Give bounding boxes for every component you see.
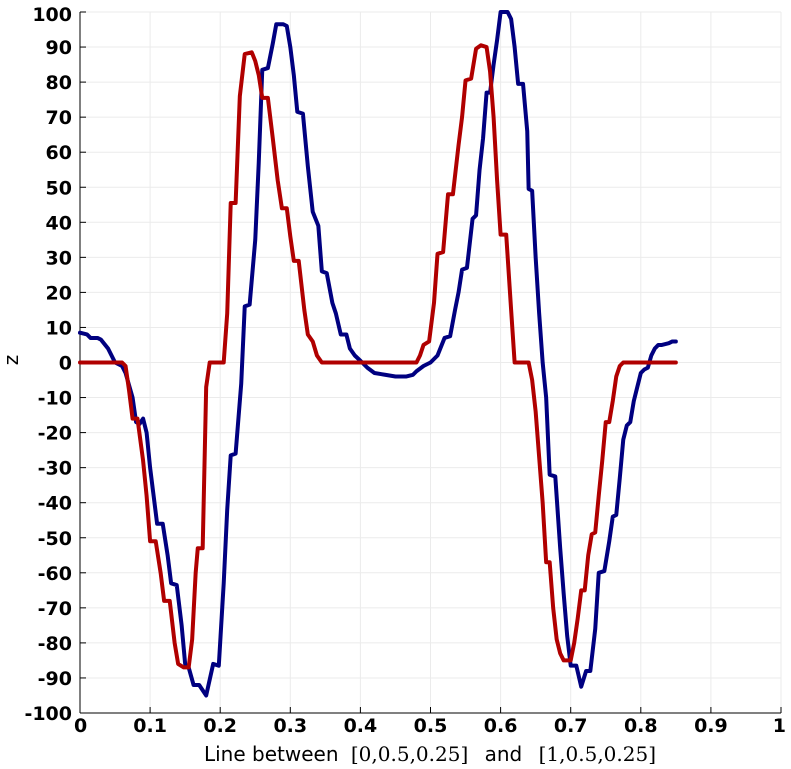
- y-tick-label: 60: [46, 142, 72, 164]
- tick-labels: 0 0.1 0.2 0.3 0.4 0.5 0.6 0.7 0.8 0.9 1-100-90-80-…: [24, 4, 786, 737]
- x-tick-label: 0.8: [624, 715, 658, 737]
- y-tick-label: -50: [38, 528, 72, 550]
- y-tick-label: -70: [38, 598, 72, 620]
- x-tick-label: 0.2: [203, 715, 237, 737]
- y-tick-label: 50: [46, 177, 72, 199]
- y-tick-label: 80: [46, 72, 72, 94]
- y-tick-label: 0: [59, 353, 72, 375]
- y-tick-label: -80: [38, 633, 72, 655]
- x-tick-label: 0.7: [554, 715, 588, 737]
- x-axis-label-part-1: Line between: [204, 742, 339, 766]
- series-line-2: [78, 43, 678, 670]
- y-tick-label: -40: [38, 493, 72, 515]
- y-tick-label: 20: [46, 282, 72, 304]
- y-tick-label: 10: [46, 317, 72, 339]
- x-tick-label: 0.5: [414, 715, 448, 737]
- series-line-1: [78, 10, 678, 698]
- series-group: [78, 10, 678, 698]
- y-tick-label: -30: [38, 458, 72, 480]
- x-axis-label-start-point: [0,0.5,0.25]: [351, 742, 468, 766]
- y-tick-label: -60: [38, 563, 72, 585]
- x-tick-label: 0.9: [694, 715, 728, 737]
- y-tick-label: 40: [46, 212, 72, 234]
- y-tick-label: -90: [38, 668, 72, 690]
- axis-labels: z Line between [0,0.5,0.25] and [1,0.5,0…: [0, 355, 656, 766]
- x-tick-label: 0: [74, 715, 87, 737]
- x-axis-label: Line between [0,0.5,0.25] and [1,0.5,0.2…: [204, 742, 656, 766]
- y-tick-label: 100: [32, 4, 72, 26]
- x-tick-label: 1: [773, 715, 786, 737]
- x-tick-label: 0.6: [484, 715, 518, 737]
- y-axis-label: z: [0, 355, 23, 366]
- x-axis-label-end-point: [1,0.5,0.25]: [539, 742, 656, 766]
- y-tick-label: 70: [46, 107, 72, 129]
- x-axis-label-part-2: and: [485, 742, 523, 766]
- y-tick-label: -100: [24, 703, 72, 725]
- x-tick-label: 0.1: [133, 715, 167, 737]
- x-tick-label: 0.4: [344, 715, 378, 737]
- x-tick-label: 0.3: [273, 715, 307, 737]
- y-tick-label: -10: [38, 388, 72, 410]
- y-tick-label: 30: [46, 247, 72, 269]
- y-tick-label: -20: [38, 423, 72, 445]
- y-tick-label: 90: [46, 37, 72, 59]
